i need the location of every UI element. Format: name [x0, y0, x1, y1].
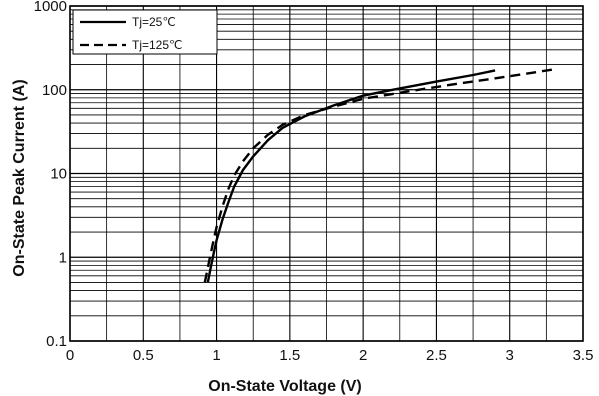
- x-tick-label: 2: [359, 347, 367, 364]
- series-line-tj125: [203, 68, 554, 283]
- y-axis-title: On-State Peak Current (A): [11, 79, 28, 276]
- x-tick-label: 0.5: [133, 347, 154, 364]
- y-tick-label: 1: [59, 249, 67, 266]
- x-tick-label: 0: [66, 347, 74, 364]
- x-tick-label: 1: [212, 347, 220, 364]
- y-tick-label: 100: [42, 82, 67, 99]
- plot-frame: [69, 5, 584, 342]
- legend-label-tj125: Tj=125℃: [132, 38, 183, 52]
- x-tick-label: 3.5: [573, 347, 594, 364]
- legend-label-tj25: Tj=25℃: [132, 15, 176, 29]
- x-tick-label: 2.5: [426, 347, 447, 364]
- y-tick-label: 10: [50, 166, 67, 183]
- series-line-tj25: [206, 69, 496, 283]
- y-tick-label: 0.1: [46, 333, 67, 350]
- legend: Tj=25℃ Tj=125℃: [72, 9, 218, 55]
- x-axis-title: On-State Voltage (V): [208, 378, 362, 395]
- legend-box: [72, 9, 218, 55]
- series-layer: [203, 68, 554, 283]
- x-tick-label: 3: [506, 347, 514, 364]
- x-tick-label: 1.5: [279, 347, 300, 364]
- y-tick-label: 1000: [34, 0, 67, 15]
- x-tick-labels: 0 0.5 1 1.5 2 2.5 3 3.5: [66, 347, 594, 364]
- y-tick-labels: 0.1 1 10 100 1000: [34, 0, 67, 350]
